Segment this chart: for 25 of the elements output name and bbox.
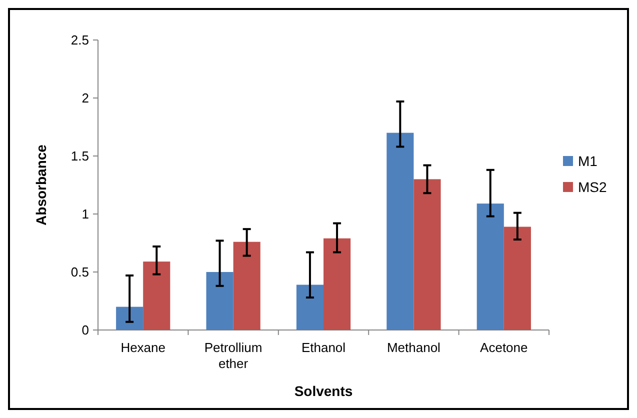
y-tick-label: 0 xyxy=(82,322,89,338)
y-tick-label: 0.5 xyxy=(70,264,89,280)
x-tick-label: Petrollium ether xyxy=(204,340,262,371)
y-tick-label: 2.5 xyxy=(70,32,89,48)
bar xyxy=(296,284,324,330)
x-tick-label: Methanol xyxy=(386,340,441,355)
bar xyxy=(143,262,170,330)
bar xyxy=(414,179,441,330)
x-axis-title: Solvents xyxy=(294,383,353,399)
x-tick-label: Hexane xyxy=(120,340,166,355)
x-tick-label: Ethanol xyxy=(301,340,346,355)
y-tick-label: 2 xyxy=(82,90,89,106)
bar xyxy=(116,306,144,330)
legend-label: M1 xyxy=(578,152,598,169)
bar xyxy=(504,226,531,330)
bar xyxy=(206,272,234,330)
bar xyxy=(476,204,504,330)
y-tick-label: 1.5 xyxy=(70,148,89,164)
bar xyxy=(233,242,260,330)
bar xyxy=(386,132,414,330)
bar xyxy=(324,238,351,330)
x-tick-label: Acetone xyxy=(480,340,528,355)
y-tick-label: 1 xyxy=(82,206,89,222)
legend-label: MS2 xyxy=(578,178,607,195)
y-axis-title: Absorbance xyxy=(33,144,49,226)
